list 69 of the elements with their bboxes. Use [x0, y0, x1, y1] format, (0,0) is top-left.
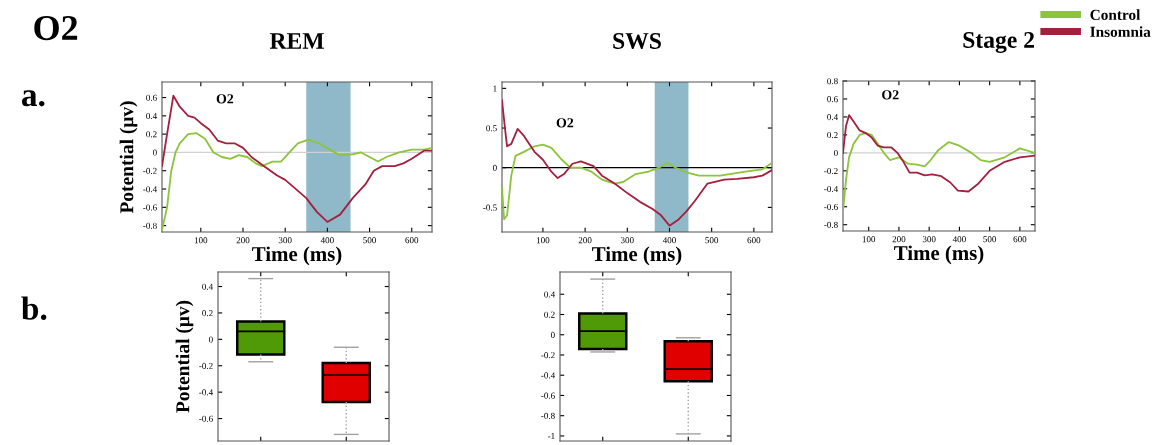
y-tick-label: 0 — [550, 331, 555, 338]
y-tick-label: -0.6 — [199, 415, 213, 422]
y-tick-label: -0.4 — [824, 185, 838, 193]
y-tick-label: -0.4 — [199, 389, 213, 396]
x-tick-label: 200 — [578, 237, 592, 244]
x-axis-title: Time (ms) — [592, 246, 682, 266]
text: O2 — [34, 15, 78, 41]
x-tick-label: 400 — [662, 237, 676, 244]
annotation: O2 — [556, 118, 574, 128]
y-tick-label: 0 — [208, 336, 213, 343]
y-tick-label: 0 — [152, 149, 157, 156]
y-tick-label: -0.8 — [824, 221, 838, 228]
x-tick-label: 100 — [862, 236, 876, 243]
chart-title: REM — [269, 33, 324, 49]
x-tick-label: 300 — [922, 236, 936, 243]
y-tick-label: -0.2 — [199, 362, 213, 369]
y-tick-label: -0.2 — [143, 167, 157, 174]
x-tick-label: 500 — [705, 237, 719, 244]
annotation: O2 — [882, 90, 899, 100]
x-tick-label: 200 — [892, 236, 906, 243]
text: b. — [21, 296, 47, 320]
x-tick-label: 500 — [363, 237, 376, 244]
y-tick-label: 0.2 — [544, 311, 555, 318]
y-tick-label: 0.2 — [146, 131, 157, 138]
x-tick-label: 300 — [620, 237, 634, 244]
x-tick-label: 100 — [194, 237, 208, 244]
y-tick-label: 1 — [493, 85, 497, 92]
y-tick-label: 0.4 — [146, 112, 157, 120]
y-tick-label: 0.2 — [202, 310, 213, 317]
x-tick-label: 400 — [952, 236, 966, 243]
y-tick-label: -0.8 — [143, 222, 157, 229]
y-tick-label: -0.8 — [541, 412, 555, 419]
x-tick-label: 600 — [405, 237, 419, 244]
legend-label: Control — [1090, 9, 1141, 21]
y-tick-label: 0.5 — [486, 125, 497, 132]
y-tick-label: -0.2 — [824, 167, 838, 175]
y-tick-label: 0.8 — [827, 78, 838, 85]
y-tick-label: -0.4 — [143, 186, 157, 193]
y-tick-label: -0.6 — [824, 203, 838, 211]
chart-title: SWS — [613, 33, 661, 50]
y-tick-label: 0.2 — [827, 132, 838, 139]
x-tick-label: 400 — [320, 237, 334, 244]
y-tick-label: 0.6 — [827, 96, 838, 103]
y-tick-label: 0.4 — [544, 291, 555, 298]
y-tick-label: -0.2 — [541, 352, 555, 359]
y-tick-label: 0.6 — [146, 94, 157, 101]
y-tick-label: 0 — [833, 149, 838, 157]
y-axis-title: Potential (μv) — [119, 101, 138, 214]
x-tick-label: 500 — [983, 236, 997, 243]
x-tick-label: 600 — [747, 237, 761, 244]
chart-title: Stage 2 — [963, 32, 1034, 53]
y-tick-label: -0.6 — [143, 204, 157, 211]
y-tick-label: -0.4 — [541, 372, 555, 379]
text: a. — [21, 90, 45, 107]
x-tick-label: 300 — [278, 237, 292, 244]
x-tick-label: 600 — [1013, 236, 1027, 243]
x-tick-label: 200 — [236, 237, 250, 244]
y-tick-label: -0.5 — [483, 204, 497, 211]
y-tick-label: -0.6 — [541, 392, 555, 399]
y-tick-label: -1 — [547, 433, 555, 440]
y-tick-label: 0 — [492, 164, 497, 171]
x-axis-title: Time (ms) — [252, 246, 342, 266]
x-tick-label: 100 — [536, 237, 550, 244]
x-axis-title: Time (ms) — [894, 245, 984, 265]
y-tick-label: 0.4 — [827, 114, 838, 121]
y-tick-label: 0.4 — [202, 283, 213, 290]
annotation: O2 — [216, 94, 234, 104]
y-axis-title: Potential (μv) — [175, 300, 194, 413]
legend-label: Insomnia — [1090, 26, 1151, 38]
